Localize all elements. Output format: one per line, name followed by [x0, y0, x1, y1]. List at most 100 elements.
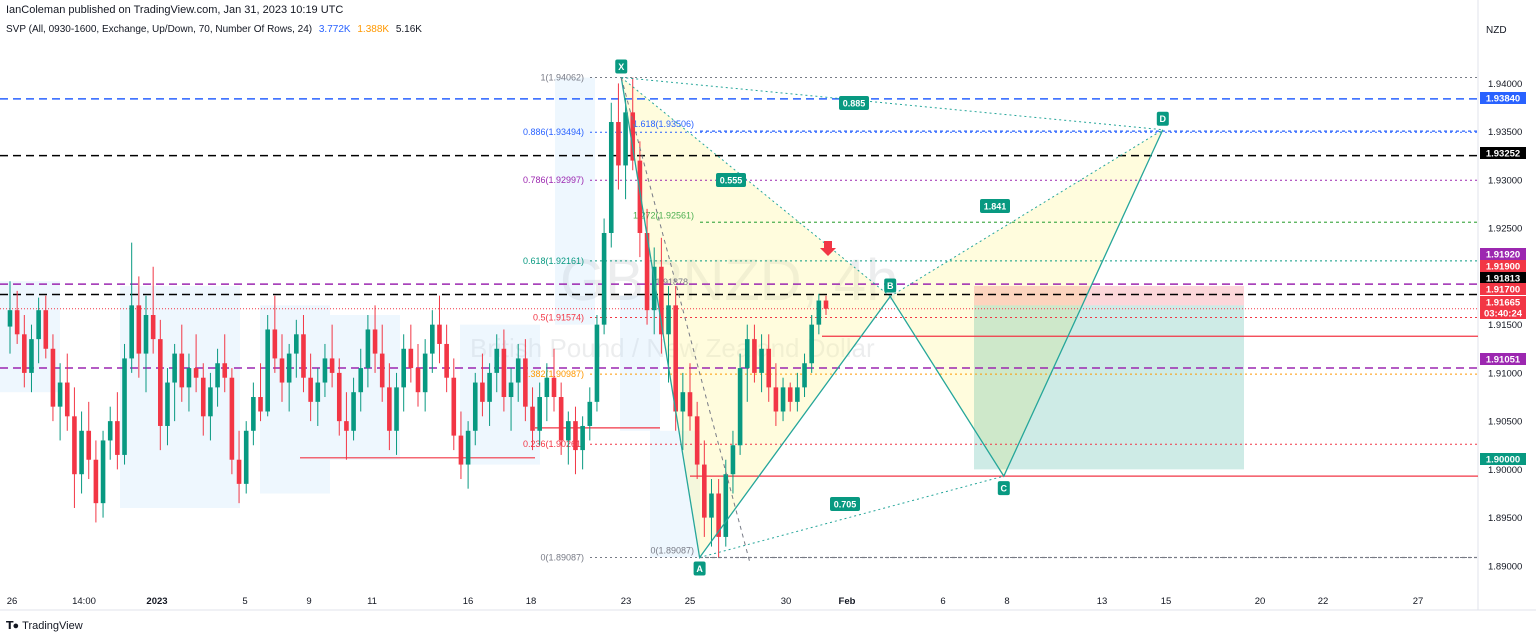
price-badge [1480, 272, 1526, 284]
pattern-point-label: B [887, 281, 894, 291]
candle-body [165, 382, 170, 426]
candle-body [422, 353, 428, 393]
candle-body [401, 348, 406, 388]
candle-body [365, 329, 371, 369]
price-badge-label: 1.91813 [1486, 274, 1520, 285]
fib-level-label: 0.618(1.92161) [523, 256, 584, 266]
candle-body [709, 493, 714, 518]
candle-body [158, 339, 163, 426]
pattern-bcd-fill [890, 129, 1163, 477]
price-badge [1480, 283, 1526, 295]
pattern-point-badge [884, 278, 897, 293]
price-badge-label: 1.91700 [1486, 285, 1520, 296]
candle-body [43, 310, 49, 349]
candle-body [523, 358, 528, 407]
date-tick-label: 25 [685, 596, 696, 607]
indicator-legend[interactable]: SVP (All, 0930-1600, Exchange, Up/Down, … [6, 24, 426, 35]
date-tick-label: 16 [463, 596, 474, 607]
candle-body [322, 358, 328, 383]
candle-body [472, 382, 478, 431]
date-tick-label: Feb [839, 596, 856, 607]
price-badge [1480, 307, 1526, 319]
candle-body [351, 392, 356, 431]
candle-body [759, 348, 764, 373]
candle-body [773, 387, 779, 412]
candle-body [766, 348, 772, 388]
fib-anchor-line [620, 77, 751, 564]
candle-body [193, 368, 199, 378]
date-tick-label: 22 [1318, 596, 1329, 607]
candle-body [580, 425, 585, 451]
volume-profile-zone [620, 295, 660, 431]
candle-body [787, 387, 793, 402]
candle-body [816, 300, 822, 325]
price-tick-label: 1.89000 [1488, 561, 1522, 572]
fib-level-label: 0.5(1.91574) [533, 313, 584, 323]
watermark-symbol: GBPNZD, 4h [560, 248, 898, 313]
candle-body [7, 310, 13, 327]
candle-body [408, 348, 414, 369]
date-tick-label: 15 [1161, 596, 1172, 607]
tradingview-brand[interactable]: 𝗧● TradingView [6, 619, 83, 633]
date-tick-label: 27 [1413, 596, 1424, 607]
candle-body [558, 397, 564, 441]
candle-body [301, 334, 306, 378]
candle-body [329, 358, 335, 373]
candle-body [100, 440, 106, 504]
price-badge-label: 1.91051 [1486, 355, 1521, 366]
candle-body [444, 343, 449, 378]
candle-body [251, 397, 256, 431]
candle-body [544, 377, 550, 398]
candle-body [243, 430, 249, 484]
candle-body [494, 348, 500, 373]
pattern-ratio-badge [716, 173, 746, 187]
candle-body [129, 305, 134, 359]
pattern-point-label: X [618, 62, 624, 72]
pattern-point-label: A [696, 564, 703, 574]
candle-body [394, 387, 399, 431]
candle-body [501, 348, 507, 398]
price-badge-label: 1.91665 [1486, 298, 1521, 309]
pattern-point-label: C [1001, 484, 1008, 494]
fib-level-label: 0.886(1.93494) [523, 127, 584, 137]
candle-body [208, 387, 213, 417]
price-badge [1480, 92, 1526, 104]
candle-body [616, 122, 621, 166]
candle-body [437, 324, 442, 344]
indicator-value-up: 3.772K [318, 24, 351, 35]
date-tick-label: 14:00 [72, 596, 96, 607]
pattern-ratio-badge [830, 497, 860, 511]
candle-body [537, 397, 542, 431]
candle-body [86, 430, 92, 460]
brand-label: TradingView [22, 619, 83, 632]
candle-body [802, 363, 807, 388]
candle-body [64, 382, 70, 417]
price-badge-label: 1.91900 [1486, 262, 1520, 273]
pattern-ratio-badge [980, 199, 1010, 213]
price-badge-label: 1.90000 [1486, 455, 1520, 466]
publisher-credit: IanColeman published on TradingView.com,… [6, 4, 344, 16]
harmonic-ratio-line [621, 76, 1163, 131]
candle-body [236, 459, 242, 484]
price-tick-label: 1.90500 [1488, 417, 1522, 428]
candle-body [172, 353, 177, 383]
candle-body [315, 382, 321, 402]
candle-body [458, 435, 464, 465]
candle-body [115, 421, 120, 455]
candle-body [601, 232, 607, 325]
price-badge [1480, 296, 1526, 308]
candle-body [780, 387, 786, 412]
pattern-point-badge [1156, 111, 1169, 126]
pattern-ratio-badge [839, 96, 869, 110]
price-badge [1480, 353, 1526, 365]
price-badge [1480, 260, 1526, 272]
watermark-description: British Pound / New Zealand Dollar [470, 333, 875, 363]
candle-body [107, 421, 113, 441]
candle-body [22, 334, 27, 373]
candle-body [179, 353, 185, 388]
candle-body [308, 377, 313, 402]
date-tick-label: 20 [1255, 596, 1266, 607]
candle-body [594, 324, 600, 402]
candle-body [415, 368, 421, 393]
